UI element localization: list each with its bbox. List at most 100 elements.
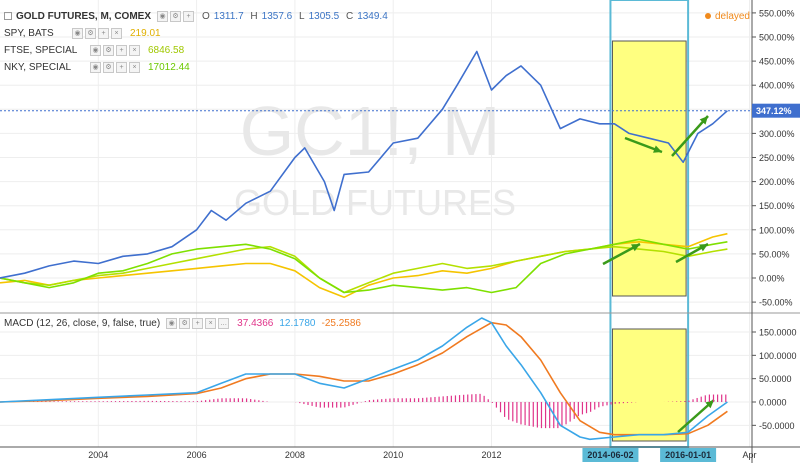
macd-y-tick-label: -50.0000 bbox=[759, 421, 795, 431]
compare-legend-nky[interactable]: NKY, SPECIAL ◉ ⚙ + × 17012.44 bbox=[4, 60, 190, 74]
eye-icon[interactable]: ◉ bbox=[157, 10, 168, 22]
y-tick-label: -50.00% bbox=[759, 298, 793, 308]
compare-name: NKY, SPECIAL bbox=[4, 61, 72, 73]
trend-arrow-head bbox=[653, 145, 662, 153]
collapse-legend-icon[interactable] bbox=[4, 12, 12, 20]
macd-legend[interactable]: MACD (12, 26, close, 9, false, true) ◉ ⚙… bbox=[4, 318, 361, 329]
eye-icon[interactable]: ◉ bbox=[166, 318, 178, 329]
macd-buttons: ◉ ⚙ + × … bbox=[166, 318, 231, 329]
close-value: 1349.4 bbox=[357, 10, 388, 22]
x-tick-label: 2006 bbox=[187, 450, 207, 460]
compare-value: 17012.44 bbox=[148, 61, 190, 73]
low-label: L bbox=[299, 10, 305, 22]
eye-icon[interactable]: ◉ bbox=[90, 61, 101, 73]
watermark-name: GOLD FUTURES bbox=[234, 182, 516, 223]
close-icon[interactable]: × bbox=[111, 27, 122, 39]
y-tick-label: 250.00% bbox=[759, 153, 795, 163]
trend-arrow-head bbox=[705, 400, 714, 409]
y-tick-label: 400.00% bbox=[759, 81, 795, 91]
close-label: C bbox=[345, 10, 354, 22]
settings-icon[interactable]: ⚙ bbox=[103, 44, 114, 56]
series-line-ftse-special bbox=[0, 245, 728, 294]
highlight-date-label: 2014-06-02 bbox=[587, 450, 633, 460]
add-icon[interactable]: + bbox=[98, 27, 109, 39]
compare-name: SPY, BATS bbox=[4, 27, 54, 39]
compare-buttons: ◉ ⚙ + × bbox=[90, 61, 142, 73]
trend-arrow-head bbox=[699, 244, 708, 252]
macd-line-value: 12.1780 bbox=[279, 318, 316, 329]
high-value: 1357.6 bbox=[261, 10, 293, 22]
highlight-date-badge bbox=[660, 448, 717, 462]
trend-arrow-head bbox=[699, 116, 708, 125]
highlight-date-label: 2016-01-01 bbox=[665, 450, 711, 460]
close-icon[interactable]: × bbox=[129, 44, 140, 56]
compare-value: 219.01 bbox=[130, 27, 161, 39]
macd-y-tick-label: 150.0000 bbox=[759, 328, 797, 338]
macd-signal-value: -25.2586 bbox=[321, 318, 361, 329]
y-tick-label: 300.00% bbox=[759, 129, 795, 139]
add-icon[interactable]: + bbox=[183, 10, 194, 22]
main-series-legend[interactable]: GOLD FUTURES, M, COMEX ◉ ⚙ + O 1311.7 H 13… bbox=[4, 9, 392, 23]
compare-buttons: ◉ ⚙ + × bbox=[72, 27, 124, 39]
y-tick-label: 100.00% bbox=[759, 225, 795, 235]
compare-legend-spy[interactable]: SPY, BATS ◉ ⚙ + × 219.01 bbox=[4, 26, 161, 40]
y-tick-label: 450.00% bbox=[759, 57, 795, 67]
eye-icon[interactable]: ◉ bbox=[72, 27, 83, 39]
x-tick-label: 2008 bbox=[285, 450, 305, 460]
macd-y-tick-label: 100.0000 bbox=[759, 351, 797, 361]
y-tick-label: 150.00% bbox=[759, 201, 795, 211]
macd-signal-line bbox=[0, 321, 728, 436]
settings-icon[interactable]: ⚙ bbox=[170, 10, 181, 22]
macd-line bbox=[0, 317, 728, 441]
x-tick-label: 2012 bbox=[481, 450, 501, 460]
close-icon[interactable]: × bbox=[205, 318, 217, 329]
x-tick-label: Apr bbox=[743, 450, 757, 460]
compare-value: 6846.58 bbox=[148, 44, 185, 56]
y-tick-label: 200.00% bbox=[759, 177, 795, 187]
macd-title: MACD (12, 26, close, 9, false, true) bbox=[4, 318, 161, 329]
macd-y-tick-label: 50.0000 bbox=[759, 374, 792, 384]
macd-hist-value: 37.4366 bbox=[237, 318, 274, 329]
y-tick-label: 500.00% bbox=[759, 33, 795, 43]
close-icon[interactable]: × bbox=[129, 61, 140, 73]
settings-icon[interactable]: ⚙ bbox=[103, 61, 114, 73]
compare-legend-ftse[interactable]: FTSE, SPECIAL ◉ ⚙ + × 6846.58 bbox=[4, 43, 184, 57]
settings-icon[interactable]: ⚙ bbox=[85, 27, 96, 39]
trend-arrow bbox=[671, 115, 709, 157]
series-line-gold-futures bbox=[0, 50, 728, 279]
last-value-badge bbox=[752, 103, 800, 118]
eye-icon[interactable]: ◉ bbox=[90, 44, 101, 56]
highlight-box-macd bbox=[611, 328, 687, 442]
highlight-box-main bbox=[611, 40, 687, 297]
add-icon[interactable]: + bbox=[116, 61, 127, 73]
macd-y-tick-label: 0.0000 bbox=[759, 398, 787, 408]
x-tick-label: 2004 bbox=[88, 450, 108, 460]
low-value: 1305.5 bbox=[308, 10, 340, 22]
last-value-label: 347.12% bbox=[756, 106, 792, 116]
ohlc-values: O 1311.7 H 1357.6 L 1305.5 C 1349.4 bbox=[202, 11, 392, 22]
compare-buttons: ◉ ⚙ + × bbox=[90, 44, 142, 56]
series-line-nky-special bbox=[0, 238, 728, 294]
add-icon[interactable]: + bbox=[116, 44, 127, 56]
open-label: O bbox=[202, 10, 210, 22]
compare-name: FTSE, SPECIAL bbox=[4, 44, 78, 56]
watermark-ticker: GC1!, M bbox=[240, 92, 501, 170]
y-tick-label: 550.00% bbox=[759, 8, 795, 18]
x-tick-label: 2010 bbox=[383, 450, 403, 460]
open-value: 1311.7 bbox=[213, 10, 244, 22]
trend-arrow-head bbox=[631, 244, 640, 252]
symbol-title: GOLD FUTURES, M, COMEX bbox=[16, 10, 151, 22]
series-buttons: ◉ ⚙ + bbox=[157, 10, 196, 22]
more-icon[interactable]: … bbox=[218, 318, 230, 329]
status-dot-icon bbox=[704, 13, 711, 20]
high-label: H bbox=[250, 10, 258, 22]
y-tick-label: 0.00% bbox=[759, 274, 785, 284]
add-icon[interactable]: + bbox=[192, 318, 204, 329]
highlight-date-badge bbox=[582, 448, 639, 462]
delayed-label: delayed bbox=[714, 11, 750, 22]
y-tick-label: 50.00% bbox=[759, 249, 790, 259]
delayed-indicator: delayed bbox=[704, 11, 750, 22]
settings-icon[interactable]: ⚙ bbox=[179, 318, 191, 329]
